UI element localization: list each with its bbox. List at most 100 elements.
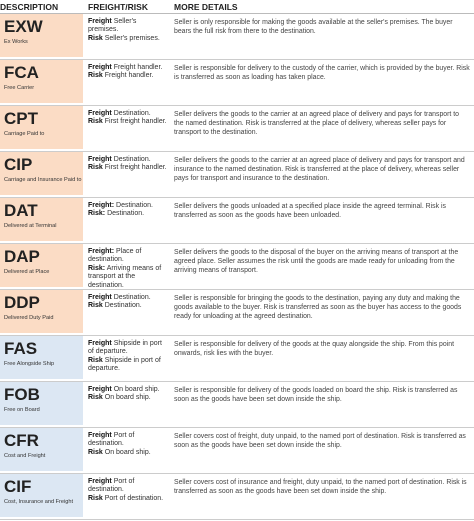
header-row: DESCRIPTION FREIGHT/RISK MORE DETAILS: [0, 0, 474, 14]
table-row: DAT Delivered at Terminal Freight: Destina…: [0, 198, 474, 244]
risk-label: Risk:: [88, 210, 106, 218]
term-name: Free Alongside Ship: [4, 361, 55, 367]
term-code: FAS: [4, 339, 38, 358]
risk-text: Destination.: [107, 210, 145, 218]
freight-label: Freight: [88, 18, 112, 25]
risk-label: Risk: [88, 494, 103, 502]
risk-label: Risk: [88, 72, 103, 80]
table-row: FOB Free on Board Freight On board ship. Ri…: [0, 382, 474, 428]
freight-label: Freight: [88, 294, 112, 301]
term-code: EXW: [4, 17, 43, 36]
risk-label: Risk: [88, 448, 103, 456]
freight-label: Freight: [88, 110, 112, 117]
freight-text: Seller's premises.: [88, 18, 137, 34]
term-code: CIP: [4, 155, 33, 174]
term-code: DAP: [4, 247, 40, 266]
table-row: CIP Carriage and Insurance Paid to Freight…: [0, 152, 474, 198]
term-code: CPT: [4, 109, 38, 128]
description-cell: FAS Free Alongside Ship: [0, 336, 83, 381]
term-name: Ex Works: [4, 39, 28, 45]
risk-text: Arriving means of transport at the desti…: [88, 264, 162, 289]
term-name: Carriage and Insurance Paid to: [4, 177, 82, 183]
table-row: DAP Delivered at Place Freight: Place of d…: [0, 244, 474, 290]
details-cell: Seller covers cost of insurance and frei…: [174, 479, 467, 496]
description-cell: CIP Carriage and Insurance Paid to: [0, 152, 83, 197]
risk-text: Destination.: [104, 302, 142, 310]
freight-risk-cell: Freight Freight handler. Risk Freight han…: [83, 60, 168, 105]
freight-risk-cell: Freight Destination. Risk First freight h…: [83, 152, 168, 197]
freight-label: Freight:: [88, 202, 115, 209]
table-row: CPT Carriage Paid to Freight Destination. R…: [0, 106, 474, 152]
term-name: Free on Board: [4, 407, 40, 413]
freight-risk-cell: Freight Destination. Risk First freight h…: [83, 106, 168, 151]
freight-label: Freight: [88, 432, 112, 439]
freight-text: Destination.: [113, 110, 151, 117]
description-cell: DDP Delivered Duty Paid: [0, 290, 83, 335]
freight-risk-cell: Freight Destination. Risk Destination.: [83, 290, 168, 335]
table-row: FAS Free Alongside Ship Freight Shipside i…: [0, 336, 474, 382]
freight-text: Freight handler.: [113, 64, 163, 71]
term-code: FOB: [4, 385, 40, 404]
table-row: DDP Delivered Duty Paid Freight Destinatio…: [0, 290, 474, 336]
freight-risk-cell: Freight Shipside in port of departure. Ri…: [83, 336, 168, 381]
risk-label: Risk: [88, 356, 103, 364]
freight-text: Destination.: [113, 294, 151, 301]
details-cell: Seller is responsible for delivery of th…: [174, 341, 454, 358]
risk-text: Shipside in port of departure.: [88, 356, 161, 373]
risk-text: Port of destination.: [104, 494, 164, 502]
details-cell: Seller delivers the goods to the carrier…: [174, 157, 465, 183]
freight-risk-cell: Freight Seller's premises. Risk Seller's …: [83, 14, 168, 59]
term-name: Delivered at Place: [4, 269, 50, 275]
term-code: FCA: [4, 63, 39, 82]
freight-risk-cell: Freight: Destination. Risk: Destination.: [83, 198, 168, 243]
details-cell: Seller delivers the goods unloaded at a …: [174, 203, 446, 220]
risk-text: Freight handler.: [104, 72, 154, 80]
details-cell: Seller delivers the goods to the carrier…: [174, 111, 459, 137]
freight-text: Shipside in port of departure.: [88, 340, 162, 356]
description-cell: EXW Ex Works: [0, 14, 83, 59]
freight-text: Port of destination.: [88, 432, 135, 448]
table-row: EXW Ex Works Freight Seller's premises. Ris…: [0, 14, 474, 60]
table-row: CFR Cost and Freight Freight Port of desti…: [0, 428, 474, 474]
risk-label: Risk:: [88, 264, 106, 272]
freight-text: Place of destination.: [88, 248, 142, 264]
details-cell: Seller covers cost of freight, duty unpa…: [174, 433, 466, 450]
term-name: Cost and Freight: [4, 453, 46, 459]
details-cell: Seller is responsible for bringing the g…: [174, 295, 462, 321]
details-cell: Seller is only responsible for making th…: [174, 19, 453, 36]
header-cell: DESCRIPTION: [0, 1, 59, 12]
description-cell: DAP Delivered at Place: [0, 244, 83, 289]
freight-risk-cell: Freight On board ship. Risk On board ship…: [83, 382, 168, 427]
details-cell: Seller is responsible for delivery of th…: [174, 387, 458, 404]
description-cell: DAT Delivered at Terminal: [0, 198, 83, 243]
freight-text: Destination.: [113, 156, 151, 163]
risk-label: Risk: [88, 164, 103, 172]
freight-text: On board ship.: [113, 386, 160, 393]
risk-text: On board ship.: [104, 394, 151, 402]
description-cell: CPT Carriage Paid to: [0, 106, 83, 151]
description-cell: FOB Free on Board: [0, 382, 83, 427]
term-code: DDP: [4, 293, 40, 312]
freight-label: Freight:: [88, 248, 115, 255]
freight-risk-cell: Freight Port of destination. Risk On boar…: [83, 428, 168, 473]
header-cell: MORE DETAILS: [174, 1, 238, 12]
freight-label: Freight: [88, 386, 112, 393]
header-cell: FREIGHT/RISK: [88, 1, 148, 12]
freight-label: Freight: [88, 478, 112, 485]
term-code: DAT: [4, 201, 38, 220]
risk-label: Risk: [88, 302, 103, 310]
risk-label: Risk: [88, 118, 103, 126]
description-cell: CFR Cost and Freight: [0, 428, 83, 473]
risk-label: Risk: [88, 394, 103, 402]
risk-text: First freight handler.: [104, 118, 167, 126]
freight-label: Freight: [88, 340, 112, 347]
freight-label: Freight: [88, 156, 112, 163]
risk-label: Risk: [88, 34, 103, 42]
term-name: Delivered at Terminal: [4, 223, 57, 229]
term-name: Cost, Insurance and Freight: [4, 499, 74, 505]
freight-risk-cell: Freight: Place of destination. Risk: Arri…: [83, 244, 168, 289]
table-row: FCA Free Carrier Freight Freight handler. R…: [0, 60, 474, 106]
table-row: CIF Cost, Insurance and Freight Freight Po…: [0, 474, 474, 520]
details-cell: Seller is responsible for delivery to th…: [174, 65, 470, 82]
